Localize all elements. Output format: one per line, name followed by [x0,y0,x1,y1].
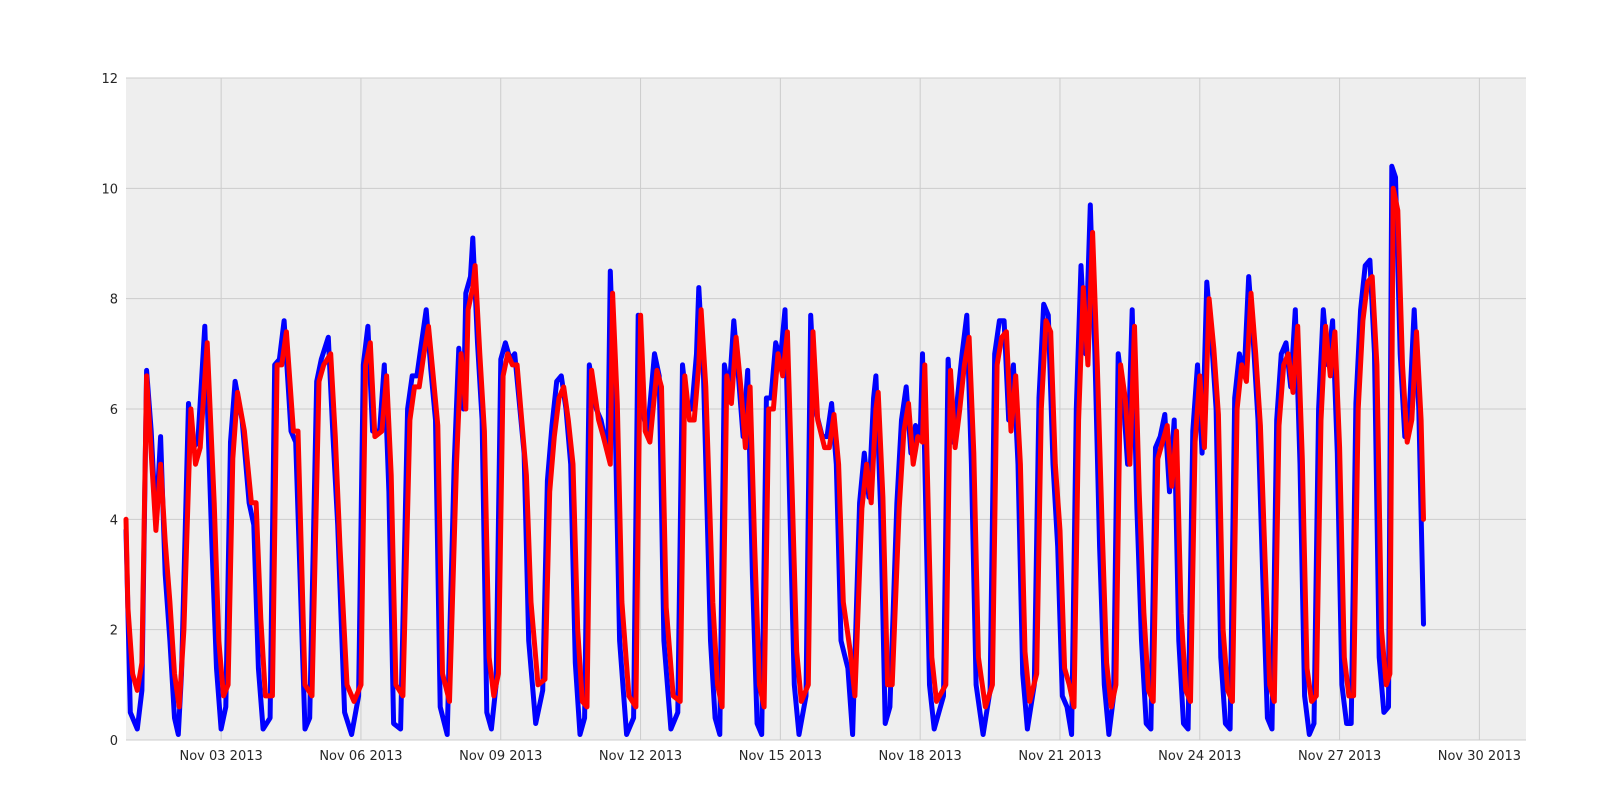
x-tick-label: Nov 24 2013 [1158,749,1241,764]
x-tick-label: Nov 12 2013 [599,749,682,764]
x-tick-label: Nov 18 2013 [879,749,962,764]
y-tick-label: 2 [110,624,118,639]
y-tick-label: 6 [110,403,118,418]
y-tick-label: 10 [101,182,118,197]
x-tick-label: Nov 15 2013 [739,749,822,764]
x-tick-label: Nov 03 2013 [180,749,263,764]
x-tick-label: Nov 09 2013 [459,749,542,764]
series-layer [123,163,1426,737]
series-line-predicted [123,185,1426,710]
x-tick-label: Nov 21 2013 [1018,749,1101,764]
x-tick-label: Nov 06 2013 [319,749,402,764]
y-tick-label: 4 [110,513,118,528]
axis-layer: 0 2 4 6 8 10 12 Nov 03 2013 Nov 06 2013 Nov 09 20… [101,72,1521,764]
x-tick-label: Nov 27 2013 [1298,749,1381,764]
y-tick-label: 12 [101,72,118,87]
y-tick-label: 8 [110,293,118,308]
y-tick-label: 0 [110,734,118,749]
x-tick-label: Nov 30 2013 [1438,749,1521,764]
